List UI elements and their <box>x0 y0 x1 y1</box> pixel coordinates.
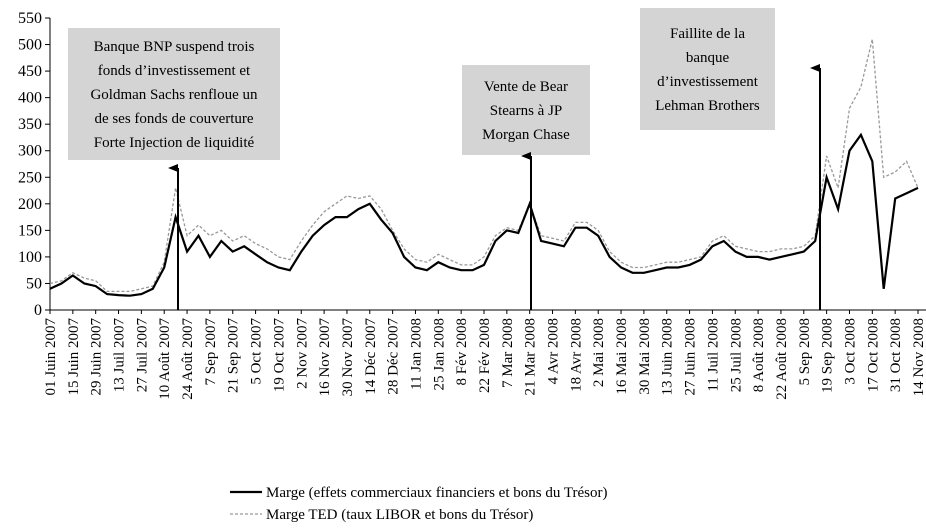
x-tick-label: 10 Août 2007 <box>157 318 173 400</box>
annotation-text: Stearns à JP <box>490 103 563 119</box>
y-tick-label: 100 <box>18 249 42 266</box>
y-tick-label: 400 <box>18 90 42 107</box>
y-tick-label: 150 <box>18 222 42 239</box>
x-tick-label: 01 Juin 2007 <box>43 318 59 396</box>
x-tick-label: 16 Mai 2008 <box>614 318 630 395</box>
x-tick-label: 7 Mar 2008 <box>500 318 516 388</box>
x-tick-label: 11 Juil 2008 <box>705 318 721 392</box>
y-tick-label: 200 <box>18 196 42 213</box>
x-tick-label: 5 Sep 2008 <box>797 318 813 386</box>
annotation-box <box>640 8 775 130</box>
x-tick-label: 16 Nov 2007 <box>317 318 333 397</box>
annotation-text: d’investissement <box>657 74 759 90</box>
x-tick-label: 28 Déc 2007 <box>386 318 402 395</box>
y-tick-label: 0 <box>34 302 42 319</box>
x-tick-label: 27 Juin 2008 <box>683 318 699 396</box>
x-tick-label: 25 Jan 2008 <box>431 318 447 391</box>
annotation-text: Goldman Sachs renfloue un <box>90 87 258 103</box>
x-tick-label: 14 Nov 2008 <box>911 318 926 396</box>
annotation-box <box>68 28 280 160</box>
x-tick-label: 25 Juil 2008 <box>728 318 744 392</box>
y-tick-label: 250 <box>18 169 42 186</box>
x-tick-label: 21 Sep 2007 <box>226 318 242 394</box>
x-tick-label: 8 Août 2008 <box>751 318 767 392</box>
annotation-text: fonds d’investissement et <box>98 63 251 79</box>
x-tick-label: 4 Avr 2008 <box>546 318 562 384</box>
x-tick-label: 2 Nov 2007 <box>294 318 310 389</box>
x-tick-label: 22 Fév 2008 <box>477 318 493 393</box>
annotation-text: Vente de Bear <box>484 79 568 95</box>
y-tick-label: 550 <box>18 10 42 27</box>
x-tick-label: 11 Jan 2008 <box>408 318 424 390</box>
y-tick-label: 450 <box>18 63 42 80</box>
y-tick-label: 50 <box>26 275 42 292</box>
x-tick-label: 17 Oct 2008 <box>865 318 881 392</box>
annotation-box <box>462 65 590 155</box>
x-tick-label: 21 Mar 2008 <box>523 318 539 396</box>
x-tick-label: 30 Nov 2007 <box>340 318 356 397</box>
legend-label: Marge TED (taux LIBOR et bons du Trésor) <box>266 507 533 523</box>
series-line <box>49 39 919 293</box>
x-tick-label: 24 Août 2007 <box>180 318 196 400</box>
x-tick-label: 22 Août 2008 <box>774 318 790 400</box>
annotation-text: Banque BNP suspend trois <box>94 39 255 55</box>
annotation-text: Forte Injection de liquidité <box>94 135 255 151</box>
x-tick-label: 19 Oct 2007 <box>271 318 287 393</box>
y-tick-label: 300 <box>18 143 42 160</box>
x-tick-label: 19 Sep 2008 <box>820 318 836 393</box>
annotation-text: Lehman Brothers <box>655 98 760 114</box>
annotation-text: Faillite de la <box>670 26 745 42</box>
x-tick-label: 13 Juil 2007 <box>112 318 128 393</box>
x-tick-label: 30 Mai 2008 <box>637 318 653 395</box>
x-tick-label: 7 Sep 2007 <box>203 318 219 386</box>
annotation-text: banque <box>686 50 730 66</box>
x-tick-label: 3 Oct 2008 <box>842 318 858 385</box>
y-tick-label: 500 <box>18 37 42 54</box>
x-tick-label: 18 Avr 2008 <box>568 318 584 392</box>
x-tick-label: 13 Juin 2008 <box>660 318 676 396</box>
x-tick-label: 14 Déc 2007 <box>363 318 379 395</box>
annotation-text: Morgan Chase <box>482 127 570 143</box>
x-tick-label: 29 Juin 2007 <box>89 318 105 396</box>
x-tick-label: 27 Juil 2007 <box>134 318 150 393</box>
x-tick-label: 8 Fév 2008 <box>454 318 470 386</box>
x-tick-label: 2 Mai 2008 <box>591 318 607 387</box>
annotation-text: de ses fonds de couverture <box>94 111 253 127</box>
x-tick-label: 15 Juin 2007 <box>66 318 82 396</box>
series-line <box>49 132 919 297</box>
x-tick-label: 31 Oct 2008 <box>888 318 904 392</box>
legend-label: Marge (effets commerciaux financiers et … <box>266 485 607 501</box>
x-tick-label: 5 Oct 2007 <box>249 318 265 385</box>
y-tick-label: 350 <box>18 116 42 133</box>
